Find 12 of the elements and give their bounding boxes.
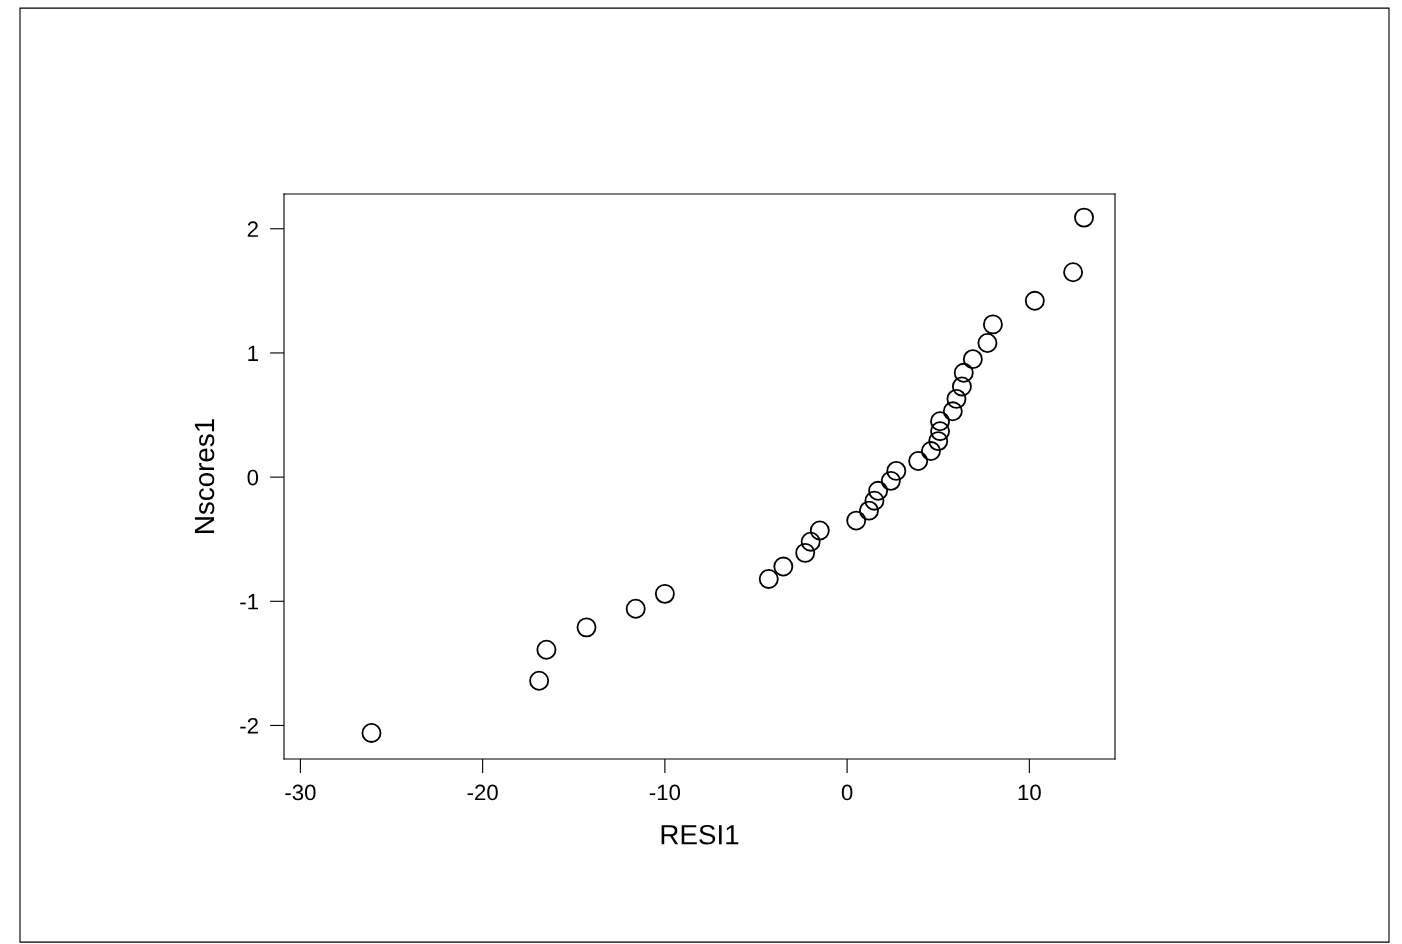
y-tick-label: 1 — [248, 345, 258, 361]
x-tick-label: 0 — [841, 784, 853, 801]
x-axis-title: RESI1 — [661, 824, 739, 845]
x-tick-label: -30 — [285, 784, 316, 801]
y-tick-label: 0 — [247, 469, 259, 486]
x-tick-label: -10 — [649, 784, 681, 801]
y-tick-label: 2 — [247, 221, 258, 237]
y-axis-title: Nscores1 — [194, 419, 215, 533]
y-tick-label: -2 — [240, 718, 258, 734]
y-tick-label: -1 — [240, 594, 258, 610]
x-tick-label: 10 — [1018, 784, 1041, 801]
x-tick-label: -20 — [467, 784, 498, 801]
